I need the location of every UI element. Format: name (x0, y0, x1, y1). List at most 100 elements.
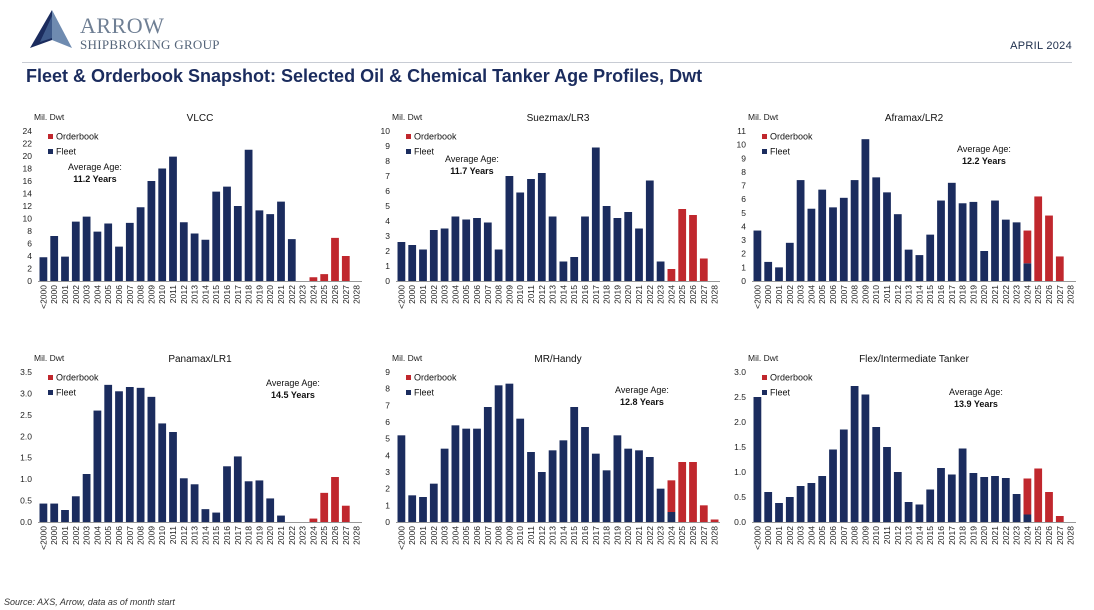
x-tick-label: 2028 (710, 285, 720, 304)
x-tick-label: 2019 (968, 526, 978, 545)
x-tick-label: 2009 (504, 526, 514, 545)
bar-fleet (581, 427, 589, 522)
y-tick-label: 2.0 (734, 417, 746, 427)
bar-fleet (624, 212, 633, 281)
y-tick-label: 0 (385, 276, 390, 286)
bar-fleet (570, 407, 579, 522)
x-tick-label: 2006 (472, 285, 482, 304)
legend-label-orderbook: Orderbook (770, 132, 813, 142)
y-tick-label: 7 (741, 181, 746, 191)
x-tick-label: 2008 (494, 285, 504, 304)
x-tick-label: 2011 (882, 526, 892, 545)
bar-fleet (212, 512, 221, 522)
x-tick-label: 2020 (979, 285, 989, 304)
bar-orderbook (331, 237, 339, 281)
y-tick-label: 7 (385, 171, 390, 181)
average-age-label: Average Age: (68, 162, 122, 172)
bar-fleet (980, 477, 989, 522)
bar-fleet (287, 239, 296, 281)
x-tick-label: 2015 (925, 526, 935, 545)
y-axis-label: Mil. Dwt (392, 353, 423, 363)
bar-fleet (125, 222, 134, 281)
x-tick-label: 2022 (1001, 526, 1011, 545)
bar-fleet (277, 515, 285, 522)
y-tick-label: 10 (737, 140, 747, 150)
x-tick-label: 2021 (276, 285, 286, 304)
x-tick-label: 2017 (591, 285, 601, 304)
bar-fleet (212, 191, 221, 281)
x-tick-label: 2003 (440, 285, 450, 304)
average-age-label: Average Age: (949, 387, 1003, 397)
x-tick-label: <2000 (38, 526, 48, 550)
x-tick-label: 2010 (157, 526, 167, 545)
x-tick-label: 2027 (341, 526, 351, 545)
x-tick-label: 2024 (1022, 526, 1032, 545)
x-tick-label: 2014 (914, 526, 924, 545)
y-tick-label: 6 (385, 417, 390, 427)
x-tick-label: <2000 (396, 526, 406, 550)
bar-fleet (39, 257, 48, 281)
bar-fleet (753, 230, 762, 281)
x-tick-label: 2016 (222, 285, 232, 304)
bar-fleet (440, 448, 449, 522)
bar-orderbook (341, 505, 350, 522)
x-tick-label: 2021 (990, 526, 1000, 545)
x-tick-label: 2015 (211, 526, 221, 545)
bar-orderbook (1045, 492, 1053, 522)
x-tick-label: 2000 (407, 526, 417, 545)
x-tick-label: 2021 (990, 285, 1000, 304)
x-tick-label: 2012 (537, 285, 547, 304)
bar-fleet (1023, 263, 1032, 281)
x-tick-label: 2000 (49, 526, 59, 545)
x-tick-label: 2002 (429, 285, 439, 304)
bar-fleet (61, 256, 69, 281)
x-tick-label: 2016 (936, 526, 946, 545)
x-tick-label: 2025 (677, 285, 687, 304)
x-tick-label: <2000 (752, 526, 762, 550)
x-tick-label: 2013 (548, 526, 558, 545)
y-tick-label: 8 (27, 226, 32, 236)
bar-fleet (624, 448, 633, 522)
y-tick-label: 8 (741, 167, 746, 177)
x-tick-label: 2004 (450, 285, 460, 304)
y-tick-label: 2.5 (734, 392, 746, 402)
bar-fleet (505, 176, 514, 281)
bar-fleet (104, 384, 113, 522)
bar-fleet (850, 386, 859, 522)
x-tick-label: 2007 (839, 285, 849, 304)
x-tick-label: 2013 (190, 526, 200, 545)
chart-2: Mil. Dwt Suezmax/LR3 0 1 2 3 4 5 6 7 8 9 10 <2000 2000… (381, 112, 720, 309)
x-tick-label: 2000 (49, 285, 59, 304)
bar-fleet (904, 502, 913, 522)
y-tick-label: 2 (385, 246, 390, 256)
x-tick-label: 2008 (136, 526, 146, 545)
x-tick-label: 2023 (298, 285, 308, 304)
x-tick-label: 2022 (645, 285, 655, 304)
bar-fleet (179, 478, 188, 522)
x-tick-label: 2020 (623, 526, 633, 545)
bar-fleet (505, 383, 514, 522)
bar-fleet (775, 267, 783, 281)
y-tick-label: 2 (27, 264, 32, 274)
x-tick-label: 2009 (860, 285, 870, 304)
bar-orderbook (699, 505, 708, 522)
x-tick-label: 2011 (526, 526, 536, 545)
x-tick-label: 2006 (114, 526, 124, 545)
bar-fleet (937, 468, 945, 522)
bar-fleet (190, 233, 199, 281)
x-tick-label: 2015 (569, 526, 579, 545)
bar-fleet (93, 410, 102, 522)
x-tick-label: 2001 (774, 285, 784, 304)
y-tick-label: 1.5 (20, 453, 32, 463)
bar-fleet (656, 261, 665, 281)
x-tick-label: <2000 (396, 285, 406, 309)
legend-label-fleet: Fleet (770, 388, 791, 398)
legend-swatch-fleet (48, 390, 53, 395)
x-tick-label: 2019 (254, 285, 264, 304)
bar-fleet (82, 474, 91, 522)
bar-fleet (419, 249, 427, 281)
x-tick-label: 2025 (677, 526, 687, 545)
legend-swatch-fleet (406, 390, 411, 395)
bar-orderbook (678, 462, 687, 522)
bar-fleet (807, 483, 816, 522)
